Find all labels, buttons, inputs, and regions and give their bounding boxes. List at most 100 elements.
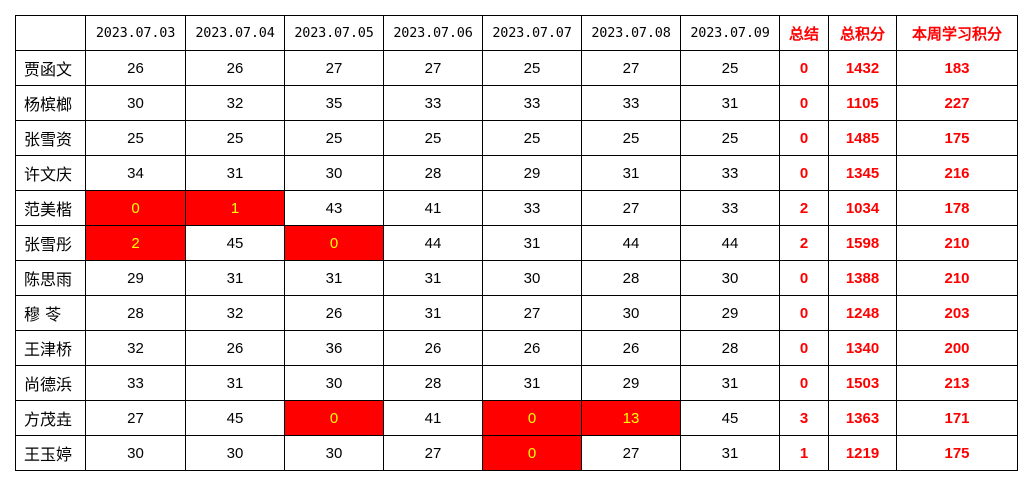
daily-score-cell: 26	[383, 330, 483, 366]
daily-score-cell: 25	[85, 120, 186, 156]
daily-score-cell: 27	[482, 295, 582, 331]
weekly-score-cell: 210	[896, 260, 1018, 296]
table-row: 贾函文 26 26 27 27 25 27 25 0 1432 183	[15, 50, 1018, 86]
summary-cell: 0	[779, 85, 829, 121]
header-row: 2023.07.03 2023.07.04 2023.07.05 2023.07…	[15, 15, 1018, 51]
score-table: 2023.07.03 2023.07.04 2023.07.05 2023.07…	[15, 15, 1018, 471]
date-header: 2023.07.07	[482, 15, 582, 51]
table-row: 尚德浜 33 31 30 28 31 29 31 0 1503 213	[15, 365, 1018, 401]
summary-cell: 0	[779, 295, 829, 331]
daily-score-cell: 29	[482, 155, 582, 191]
student-name-cell: 尚德浜	[15, 365, 86, 401]
table-row: 陈思雨 29 31 31 31 30 28 30 0 1388 210	[15, 260, 1018, 296]
flagged-score-cell: 13	[581, 400, 681, 436]
daily-score-cell: 31	[284, 260, 384, 296]
total-score-cell: 1340	[828, 330, 897, 366]
daily-score-cell: 25	[680, 120, 780, 156]
weekly-score-cell: 210	[896, 225, 1018, 261]
daily-score-cell: 34	[85, 155, 186, 191]
daily-score-cell: 27	[85, 400, 186, 436]
summary-cell: 0	[779, 365, 829, 401]
summary-cell: 0	[779, 50, 829, 86]
daily-score-cell: 32	[185, 295, 285, 331]
student-name-cell: 范美楷	[15, 190, 86, 226]
flagged-score-cell: 0	[85, 190, 186, 226]
daily-score-cell: 45	[185, 400, 285, 436]
daily-score-cell: 31	[482, 225, 582, 261]
daily-score-cell: 32	[185, 85, 285, 121]
daily-score-cell: 25	[680, 50, 780, 86]
student-name-cell: 穆 苓	[15, 295, 86, 331]
daily-score-cell: 25	[284, 120, 384, 156]
daily-score-cell: 31	[581, 155, 681, 191]
student-name-cell: 杨槟榔	[15, 85, 86, 121]
daily-score-cell: 30	[482, 260, 582, 296]
table-row: 张雪资 25 25 25 25 25 25 25 0 1485 175	[15, 120, 1018, 156]
daily-score-cell: 45	[185, 225, 285, 261]
student-name-cell: 王玉婷	[15, 435, 86, 471]
weekly-score-cell: 216	[896, 155, 1018, 191]
daily-score-cell: 31	[482, 365, 582, 401]
daily-score-cell: 30	[185, 435, 285, 471]
daily-score-cell: 29	[85, 260, 186, 296]
daily-score-cell: 44	[680, 225, 780, 261]
flagged-score-cell: 0	[482, 400, 582, 436]
table-row: 穆 苓 28 32 26 31 27 30 29 0 1248 203	[15, 295, 1018, 331]
daily-score-cell: 31	[185, 260, 285, 296]
daily-score-cell: 33	[482, 85, 582, 121]
weekly-score-cell: 175	[896, 120, 1018, 156]
weekly-score-cell: 227	[896, 85, 1018, 121]
daily-score-cell: 25	[581, 120, 681, 156]
total-score-cell: 1219	[828, 435, 897, 471]
weekly-score-cell: 171	[896, 400, 1018, 436]
daily-score-cell: 27	[581, 435, 681, 471]
total-score-cell: 1503	[828, 365, 897, 401]
daily-score-cell: 31	[680, 365, 780, 401]
daily-score-cell: 30	[284, 365, 384, 401]
daily-score-cell: 27	[284, 50, 384, 86]
daily-score-cell: 44	[383, 225, 483, 261]
daily-score-cell: 32	[85, 330, 186, 366]
daily-score-cell: 25	[383, 120, 483, 156]
summary-cell: 2	[779, 190, 829, 226]
daily-score-cell: 31	[185, 365, 285, 401]
daily-score-cell: 27	[383, 50, 483, 86]
total-score-cell: 1345	[828, 155, 897, 191]
summary-cell: 0	[779, 260, 829, 296]
summary-cell: 0	[779, 155, 829, 191]
total-score-cell: 1363	[828, 400, 897, 436]
student-name-cell: 陈思雨	[15, 260, 86, 296]
daily-score-cell: 29	[680, 295, 780, 331]
student-name-cell: 张雪资	[15, 120, 86, 156]
total-score-cell: 1388	[828, 260, 897, 296]
flagged-score-cell: 0	[284, 400, 384, 436]
table-row: 许文庆 34 31 30 28 29 31 33 0 1345 216	[15, 155, 1018, 191]
flagged-score-cell: 1	[185, 190, 285, 226]
total-score-header: 总积分	[828, 15, 897, 51]
flagged-score-cell: 0	[482, 435, 582, 471]
daily-score-cell: 26	[482, 330, 582, 366]
summary-cell: 0	[779, 120, 829, 156]
date-header: 2023.07.03	[85, 15, 186, 51]
summary-cell: 2	[779, 225, 829, 261]
daily-score-cell: 36	[284, 330, 384, 366]
daily-score-cell: 30	[284, 155, 384, 191]
date-header: 2023.07.06	[383, 15, 483, 51]
daily-score-cell: 41	[383, 190, 483, 226]
daily-score-cell: 28	[680, 330, 780, 366]
daily-score-cell: 26	[185, 330, 285, 366]
flagged-score-cell: 0	[284, 225, 384, 261]
daily-score-cell: 43	[284, 190, 384, 226]
daily-score-cell: 25	[482, 50, 582, 86]
daily-score-cell: 26	[284, 295, 384, 331]
daily-score-cell: 44	[581, 225, 681, 261]
daily-score-cell: 27	[581, 50, 681, 86]
daily-score-cell: 26	[581, 330, 681, 366]
daily-score-cell: 31	[185, 155, 285, 191]
daily-score-cell: 33	[680, 190, 780, 226]
summary-header: 总结	[779, 15, 829, 51]
daily-score-cell: 31	[680, 85, 780, 121]
date-header: 2023.07.05	[284, 15, 384, 51]
table-row: 王玉婷 30 30 30 27 0 27 31 1 1219 175	[15, 435, 1018, 471]
student-name-cell: 贾函文	[15, 50, 86, 86]
